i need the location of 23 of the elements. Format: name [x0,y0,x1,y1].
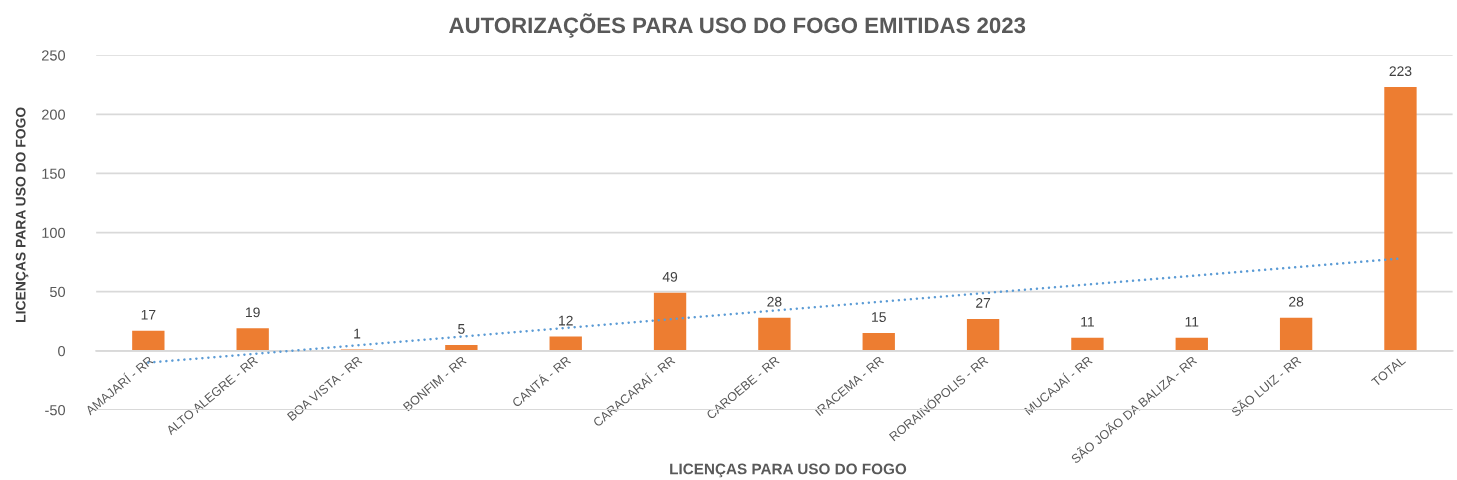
y-tick-label: 200 [42,109,66,120]
data-label: 28 [767,296,782,307]
y-tick-label: 150 [42,168,66,179]
data-label: 49 [662,271,678,282]
data-label: 19 [246,307,260,318]
data-label: 12 [559,315,573,326]
data-label: 28 [1289,296,1304,307]
y-tick-label: 0 [58,345,66,357]
y-tick-label: 100 [42,227,66,238]
chart-title: AUTORIZAÇÕES PARA USO DO FOGO EMITIDAS 2023 [449,13,1026,38]
data-label: 5 [458,324,465,334]
data-label: 223 [1389,66,1412,77]
y-tick-label: -50 [45,405,66,416]
data-label: 27 [976,297,991,308]
x-axis-title: LICENÇAS PARA USO DO FOGO [670,463,907,478]
data-label: 11 [1081,317,1094,327]
data-label: 1 [354,328,361,339]
y-tick-label: 250 [42,50,66,61]
y-axis-title: LICENÇAS PARA USO DO FOGO [15,107,29,322]
y-tick-label: 50 [49,286,66,298]
data-label: 11 [1185,317,1199,327]
data-label: 15 [872,312,886,322]
data-label: 17 [141,309,156,320]
